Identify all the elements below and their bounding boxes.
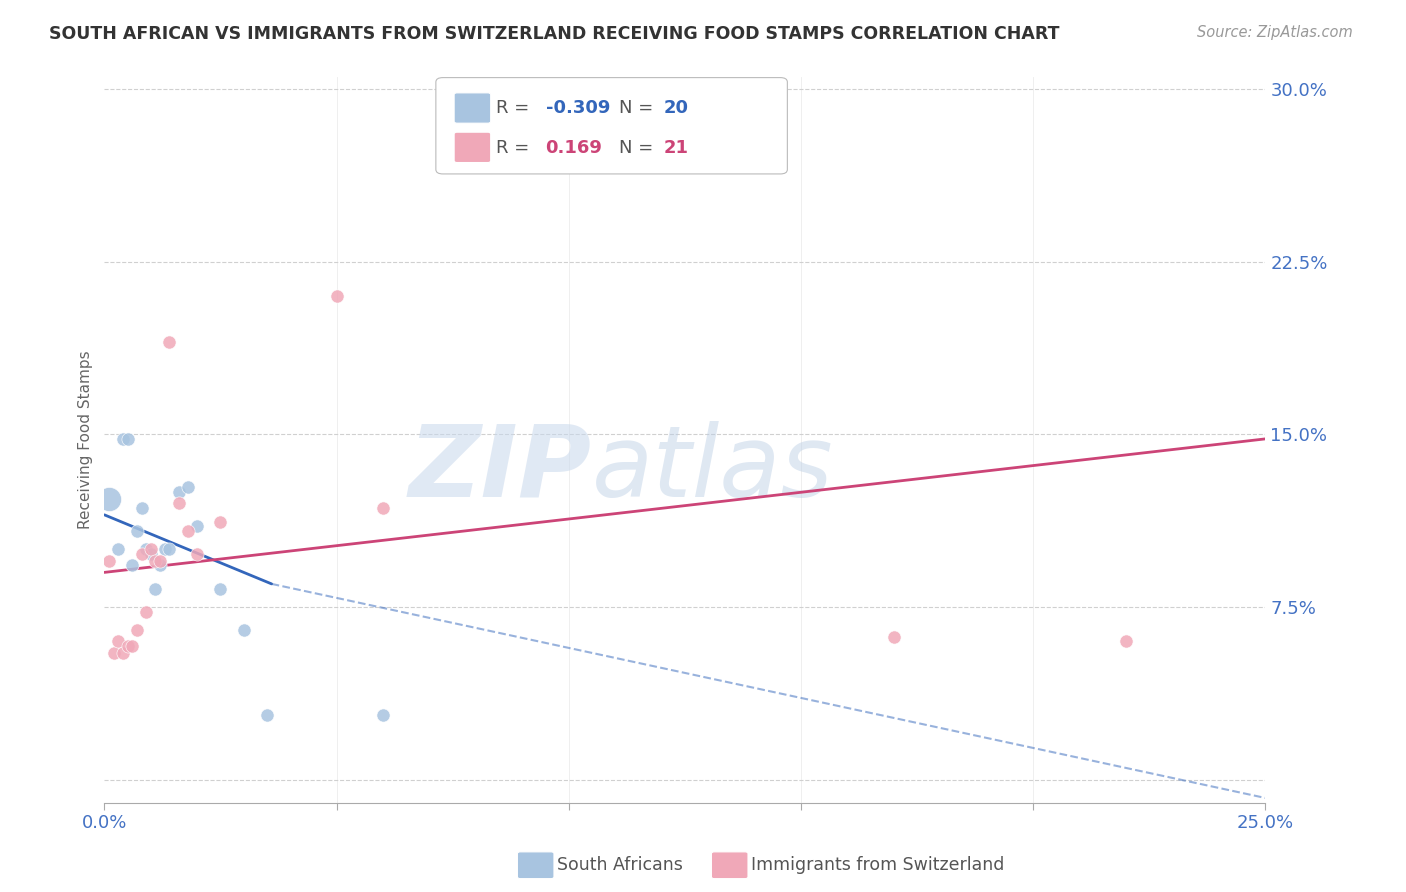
Point [139, 547, 162, 561]
Point [111, 646, 134, 660]
Point [1115, 634, 1137, 648]
Point [153, 542, 176, 557]
Point [117, 432, 139, 446]
Point [98, 554, 121, 568]
Point [256, 708, 278, 723]
Point [139, 542, 162, 557]
Point [111, 432, 134, 446]
Point [131, 547, 153, 561]
Point [177, 524, 200, 538]
Point [186, 547, 208, 561]
Point [125, 524, 148, 538]
Point [232, 623, 254, 637]
Point [145, 582, 167, 596]
Point [149, 554, 172, 568]
Text: atlas: atlas [592, 420, 834, 517]
Point [371, 500, 394, 515]
Text: 20: 20 [664, 99, 689, 117]
Point [103, 646, 125, 660]
Point [135, 605, 157, 619]
Text: -0.309: -0.309 [546, 99, 610, 117]
Text: N =: N = [619, 99, 652, 117]
Point [371, 708, 394, 723]
Text: Source: ZipAtlas.com: Source: ZipAtlas.com [1197, 25, 1353, 40]
Point [167, 484, 190, 499]
Text: Immigrants from Switzerland: Immigrants from Switzerland [751, 856, 1004, 874]
Point [167, 496, 190, 510]
Point [117, 639, 139, 653]
Point [186, 519, 208, 533]
Point [98, 491, 121, 506]
Point [145, 554, 167, 568]
Point [157, 335, 180, 350]
Point [883, 630, 905, 644]
Text: N =: N = [619, 138, 652, 157]
Point [121, 558, 143, 573]
Text: R =: R = [496, 138, 530, 157]
Point [177, 480, 200, 494]
Point [135, 542, 157, 557]
Point [157, 542, 180, 557]
Y-axis label: Receiving Food Stamps: Receiving Food Stamps [79, 351, 93, 529]
Point [107, 542, 129, 557]
Point [209, 582, 232, 596]
Point [125, 623, 148, 637]
Point [149, 558, 172, 573]
Point [121, 639, 143, 653]
Point [131, 500, 153, 515]
Text: ZIP: ZIP [409, 420, 592, 517]
Text: R =: R = [496, 99, 530, 117]
Point [325, 289, 347, 303]
Text: 21: 21 [664, 138, 689, 157]
Point [209, 515, 232, 529]
Text: South Africans: South Africans [557, 856, 683, 874]
Text: 0.169: 0.169 [546, 138, 602, 157]
Point [107, 634, 129, 648]
Text: SOUTH AFRICAN VS IMMIGRANTS FROM SWITZERLAND RECEIVING FOOD STAMPS CORRELATION C: SOUTH AFRICAN VS IMMIGRANTS FROM SWITZER… [49, 25, 1060, 43]
